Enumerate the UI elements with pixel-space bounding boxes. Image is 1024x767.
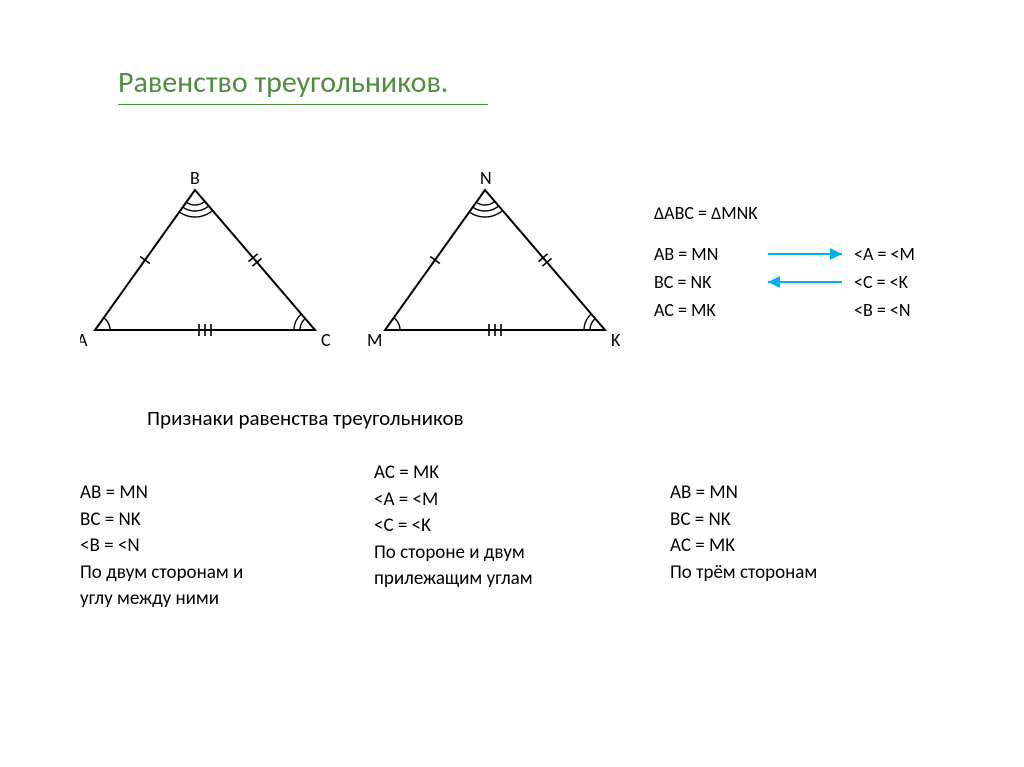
arrow-icon xyxy=(764,270,854,297)
criterion-1: AB = MNBC = NK<B = <NПо двум сторонам иу… xyxy=(80,480,340,613)
criterion-2: AC = MK<A = <M<C = <KПо стороне и двумпр… xyxy=(374,460,634,593)
criterion-line: углу между ними xyxy=(80,586,340,613)
criterion-line: BC = NK xyxy=(80,507,340,534)
criterion-line: AB = MN xyxy=(670,480,920,507)
slide: Равенство треугольников. B A C N M K ∆ABC = ∆… xyxy=(0,0,1024,767)
svg-text:M: M xyxy=(367,329,382,351)
criterion-3: AB = MNBC = NKAC = MKПо трём сторонам xyxy=(670,480,920,586)
svg-text:K: K xyxy=(611,329,621,351)
svg-text:C: C xyxy=(321,329,331,351)
svg-text:N: N xyxy=(480,170,492,189)
arrow-icon xyxy=(764,242,854,269)
svg-text:A: A xyxy=(80,329,88,351)
criteria-subtitle: Признаки равенства треугольников xyxy=(147,405,464,431)
svg-text:B: B xyxy=(190,170,200,189)
equality-row: AB = MN <A = <M xyxy=(654,241,915,269)
equality-row: AC = MK <B = <N xyxy=(654,297,915,324)
criterion-line: AC = MK xyxy=(374,460,634,487)
criterion-line: По трём сторонам xyxy=(670,560,920,587)
criterion-line: По стороне и двум xyxy=(374,540,634,567)
criterion-line: AC = MK xyxy=(670,533,920,560)
equality-right: <B = <N xyxy=(854,297,910,324)
criterion-line: По двум сторонам и xyxy=(80,560,340,587)
main-equality: ∆ABC = ∆MNK xyxy=(654,200,915,227)
page-title: Равенство треугольников. xyxy=(118,64,448,101)
criterion-line: AB = MN xyxy=(80,480,340,507)
criterion-line: прилежащим углам xyxy=(374,566,634,593)
equality-right: <A = <M xyxy=(854,241,915,268)
criterion-line: BC = NK xyxy=(670,507,920,534)
criterion-line: <C = <K xyxy=(374,513,634,540)
equality-left: BC = NK xyxy=(654,269,764,296)
criterion-line: <A = <M xyxy=(374,487,634,514)
equality-row: BC = NK <C = <K xyxy=(654,269,915,297)
equality-left: AC = MK xyxy=(654,297,764,324)
equality-left: AB = MN xyxy=(654,241,764,268)
equality-right: <C = <K xyxy=(854,269,908,296)
title-underline xyxy=(118,104,488,105)
equality-block: ∆ABC = ∆MNK AB = MN <A = <M BC = NK <C = <K… xyxy=(654,200,915,324)
criterion-line: <B = <N xyxy=(80,533,340,560)
triangles-figure: B A C N M K xyxy=(80,170,640,370)
